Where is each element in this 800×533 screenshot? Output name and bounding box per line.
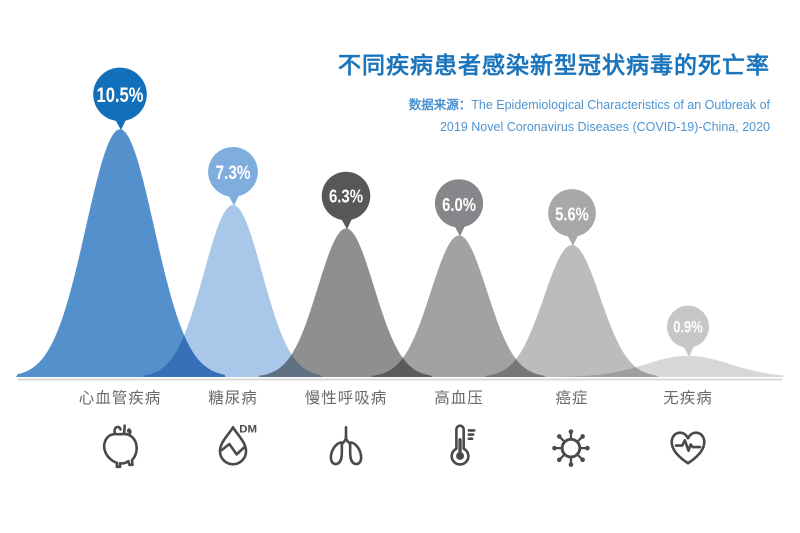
- bubble-circle: [208, 146, 258, 197]
- bubble-circle: [321, 171, 371, 221]
- bubble-circle: [666, 305, 710, 348]
- thermometer-icon: [434, 420, 484, 470]
- virus-icon: [547, 420, 597, 470]
- value-bubble-1: 7.3%: [208, 146, 258, 206]
- chart-title: 不同疾病患者感染新型冠状病毒的死亡率: [338, 53, 770, 78]
- bell-curve-3: [372, 235, 546, 377]
- source-label: 数据来源：: [408, 98, 472, 112]
- svg-text:DM: DM: [239, 424, 257, 436]
- value-bubble-3: 6.0%: [434, 179, 484, 237]
- category-label-1: 糖尿病: [208, 390, 258, 407]
- value-bubble-2: 6.3%: [321, 171, 371, 230]
- source-text-1: The Epidemiological Characteristics of a…: [471, 98, 770, 112]
- bubble-circle: [434, 179, 484, 228]
- bubble-circle: [93, 67, 147, 122]
- lungs-icon: [321, 420, 371, 470]
- category-label-4: 癌症: [555, 390, 589, 407]
- anatomical-heart-icon: [95, 420, 145, 470]
- source-line-1: 数据来源：The Epidemiological Characteristics…: [409, 94, 770, 116]
- category-label-5: 无疾病: [663, 390, 713, 407]
- category-label-0: 心血管疾病: [78, 390, 162, 407]
- bell-curve-5: [557, 355, 784, 377]
- bubble-value-label: 7.3%: [216, 162, 251, 184]
- bubble-circle: [548, 189, 596, 237]
- bubble-value-label: 6.0%: [442, 194, 476, 215]
- bell-curve-1: [143, 204, 323, 377]
- category-label-2: 慢性呼吸病: [304, 390, 388, 407]
- value-bubble-0: 10.5%: [93, 67, 147, 131]
- source-line-2: 2019 Novel Coronavirus Diseases (COVID-1…: [439, 120, 770, 134]
- category-label-3: 高血压: [434, 390, 484, 407]
- bell-curve-4: [485, 244, 659, 377]
- value-bubble-4: 5.6%: [548, 189, 596, 246]
- bubble-value-label: 10.5%: [97, 84, 144, 107]
- heart-pulse-icon: [663, 420, 713, 470]
- bell-curve-2: [259, 228, 433, 377]
- diabetes-drop-icon: DM: [208, 420, 258, 470]
- bell-curve-0: [16, 129, 226, 377]
- source-citation: 数据来源：The Epidemiological Characteristics…: [409, 94, 770, 138]
- bubble-value-label: 6.3%: [329, 187, 363, 208]
- bubble-value-label: 0.9%: [673, 319, 703, 337]
- bubble-value-label: 5.6%: [555, 203, 589, 224]
- value-bubble-5: 0.9%: [666, 305, 710, 357]
